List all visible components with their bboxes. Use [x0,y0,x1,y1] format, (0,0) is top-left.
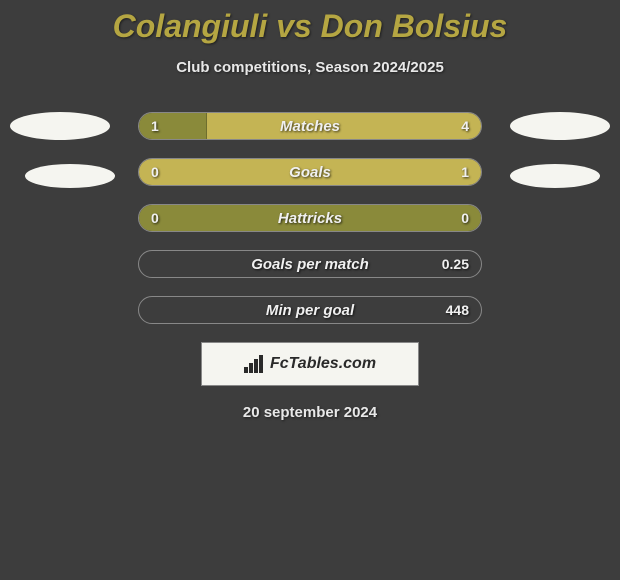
stat-label: Goals [139,159,481,185]
player-left-badge-2 [25,164,115,188]
player-right-badge-2 [510,164,600,188]
player-left-badge-1 [10,112,110,140]
stat-row-hattricks: 0 Hattricks 0 [138,204,482,232]
stat-value-right: 448 [446,297,469,323]
page-title: Colangiuli vs Don Bolsius [0,0,620,45]
chart-icon [244,355,266,373]
stat-label: Hattricks [139,205,481,231]
player-right-badge-1 [510,112,610,140]
logo-inner: FcTables.com [244,355,376,373]
subtitle: Club competitions, Season 2024/2025 [0,59,620,76]
stat-value-right: 1 [461,159,469,185]
stat-value-right: 0 [461,205,469,231]
stat-value-right: 4 [461,113,469,139]
chart-area: 1 Matches 4 0 Goals 1 0 Hattricks 0 Goal… [0,112,620,421]
date-text: 20 september 2024 [0,404,620,421]
stat-label: Matches [139,113,481,139]
stat-row-goals: 0 Goals 1 [138,158,482,186]
stat-label: Goals per match [139,251,481,277]
logo-text: FcTables.com [270,355,376,373]
stat-row-matches: 1 Matches 4 [138,112,482,140]
stat-row-min-per-goal: Min per goal 448 [138,296,482,324]
stat-value-right: 0.25 [442,251,469,277]
logo-box: FcTables.com [201,342,419,386]
stat-row-goals-per-match: Goals per match 0.25 [138,250,482,278]
stat-label: Min per goal [139,297,481,323]
